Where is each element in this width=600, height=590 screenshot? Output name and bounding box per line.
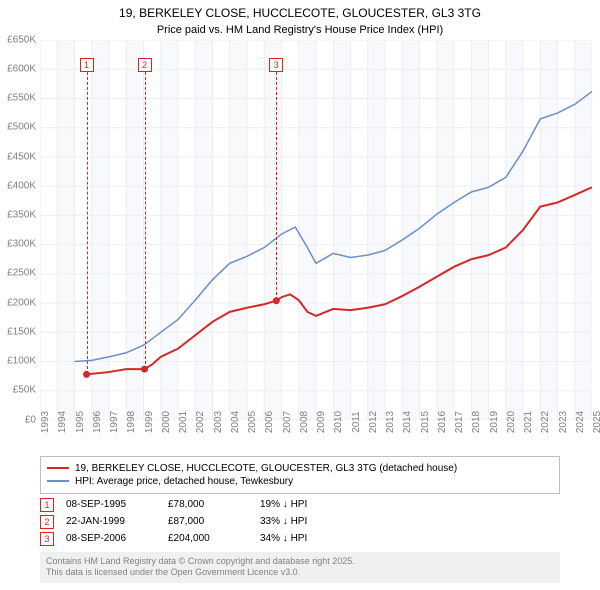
y-tick-label: £100K bbox=[7, 356, 36, 367]
annotation-line bbox=[145, 72, 146, 369]
x-tick-label: 2012 bbox=[368, 410, 379, 432]
x-tick-label: 2015 bbox=[420, 410, 431, 432]
x-tick-label: 2023 bbox=[558, 410, 569, 432]
chart-title-line2: Price paid vs. HM Land Registry's House … bbox=[0, 24, 600, 40]
x-tick-label: 1999 bbox=[144, 410, 155, 432]
y-tick-label: £450K bbox=[7, 151, 36, 162]
x-tick-label: 1993 bbox=[40, 410, 51, 432]
footer: Contains HM Land Registry data © Crown c… bbox=[40, 552, 560, 583]
marker-index-box: 1 bbox=[40, 498, 54, 512]
annotation-marker: 2 bbox=[138, 58, 152, 72]
y-tick-label: £350K bbox=[7, 209, 36, 220]
x-tick-label: 2007 bbox=[282, 410, 293, 432]
y-tick-label: £50K bbox=[13, 385, 36, 396]
y-tick-label: £600K bbox=[7, 63, 36, 74]
footer-line: Contains HM Land Registry data © Crown c… bbox=[46, 556, 554, 568]
marker-row: 2 22-JAN-1999 £87,000 33% ↓ HPI bbox=[40, 515, 560, 529]
x-tick-label: 2011 bbox=[351, 411, 362, 433]
marker-row: 1 08-SEP-1995 £78,000 19% ↓ HPI bbox=[40, 498, 560, 512]
x-tick-label: 2022 bbox=[540, 410, 551, 432]
y-tick-label: £300K bbox=[7, 239, 36, 250]
x-tick-label: 1997 bbox=[109, 410, 120, 432]
x-tick-label: 2020 bbox=[506, 410, 517, 432]
chart-title-line1: 19, BERKELEY CLOSE, HUCCLECOTE, GLOUCEST… bbox=[0, 0, 600, 24]
marker-price: £87,000 bbox=[168, 516, 248, 527]
x-tick-label: 1995 bbox=[75, 410, 86, 432]
legend: 19, BERKELEY CLOSE, HUCCLECOTE, GLOUCEST… bbox=[40, 456, 560, 494]
annotation-marker: 3 bbox=[269, 58, 283, 72]
x-tick-label: 2002 bbox=[195, 410, 206, 432]
x-tick-label: 2014 bbox=[402, 410, 413, 432]
y-tick-label: £550K bbox=[7, 93, 36, 104]
legend-swatch bbox=[47, 467, 69, 469]
x-tick-label: 1998 bbox=[126, 410, 137, 432]
x-tick-label: 2024 bbox=[575, 410, 586, 432]
y-axis: £0£50K£100K£150K£200K£250K£300K£350K£400… bbox=[0, 40, 38, 420]
footer-line: This data is licensed under the Open Gov… bbox=[46, 567, 554, 579]
x-tick-label: 2006 bbox=[264, 410, 275, 432]
marker-index-box: 3 bbox=[40, 532, 54, 546]
marker-diff: 33% ↓ HPI bbox=[260, 516, 340, 527]
x-tick-label: 2000 bbox=[161, 410, 172, 432]
y-tick-label: £200K bbox=[7, 297, 36, 308]
marker-index-box: 2 bbox=[40, 515, 54, 529]
x-tick-label: 2018 bbox=[471, 410, 482, 432]
marker-date: 08-SEP-1995 bbox=[66, 499, 156, 510]
y-tick-label: £400K bbox=[7, 180, 36, 191]
annotation-line bbox=[87, 72, 88, 374]
x-tick-label: 2021 bbox=[523, 410, 534, 432]
marker-price: £204,000 bbox=[168, 533, 248, 544]
x-tick-label: 2017 bbox=[454, 410, 465, 432]
y-tick-label: £500K bbox=[7, 122, 36, 133]
annotation-marker: 1 bbox=[80, 58, 94, 72]
chart-plot-area: £0£50K£100K£150K£200K£250K£300K£350K£400… bbox=[40, 40, 592, 420]
x-tick-label: 2016 bbox=[437, 410, 448, 432]
y-tick-label: £650K bbox=[7, 34, 36, 45]
marker-price: £78,000 bbox=[168, 499, 248, 510]
x-tick-label: 2025 bbox=[592, 410, 600, 432]
x-tick-label: 1994 bbox=[57, 410, 68, 432]
marker-diff: 34% ↓ HPI bbox=[260, 533, 340, 544]
x-tick-label: 2004 bbox=[230, 410, 241, 432]
x-tick-label: 2001 bbox=[178, 410, 189, 432]
marker-row: 3 08-SEP-2006 £204,000 34% ↓ HPI bbox=[40, 532, 560, 546]
marker-diff: 19% ↓ HPI bbox=[260, 499, 340, 510]
x-tick-label: 2003 bbox=[213, 410, 224, 432]
legend-label: HPI: Average price, detached house, Tewk… bbox=[75, 476, 293, 487]
chart-svg bbox=[40, 40, 592, 420]
x-tick-label: 2013 bbox=[385, 410, 396, 432]
annotation-line bbox=[276, 72, 277, 301]
marker-date: 22-JAN-1999 bbox=[66, 516, 156, 527]
x-tick-label: 2009 bbox=[316, 410, 327, 432]
legend-swatch bbox=[47, 480, 69, 482]
x-tick-label: 2010 bbox=[333, 410, 344, 432]
x-tick-label: 2019 bbox=[489, 410, 500, 432]
y-tick-label: £150K bbox=[7, 326, 36, 337]
x-axis: 1993199419951996199719981999200020012002… bbox=[40, 420, 592, 450]
x-tick-label: 1996 bbox=[92, 410, 103, 432]
marker-table: 1 08-SEP-1995 £78,000 19% ↓ HPI 2 22-JAN… bbox=[40, 498, 560, 546]
x-tick-label: 2008 bbox=[299, 410, 310, 432]
y-tick-label: £250K bbox=[7, 268, 36, 279]
legend-label: 19, BERKELEY CLOSE, HUCCLECOTE, GLOUCEST… bbox=[75, 463, 457, 474]
x-tick-label: 2005 bbox=[247, 410, 258, 432]
marker-date: 08-SEP-2006 bbox=[66, 533, 156, 544]
legend-row: HPI: Average price, detached house, Tewk… bbox=[47, 476, 553, 487]
y-tick-label: £0 bbox=[25, 414, 36, 425]
legend-row: 19, BERKELEY CLOSE, HUCCLECOTE, GLOUCEST… bbox=[47, 463, 553, 474]
